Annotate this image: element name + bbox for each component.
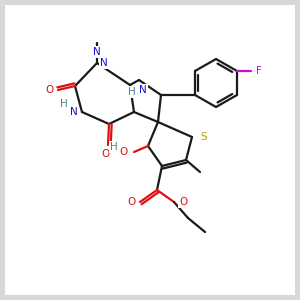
Text: S: S [201, 132, 207, 142]
Text: O: O [45, 85, 53, 95]
Text: H: H [128, 87, 136, 97]
Text: F: F [256, 66, 262, 76]
Text: N: N [139, 85, 147, 95]
Text: N: N [100, 58, 108, 68]
Text: O: O [120, 147, 128, 157]
Text: O: O [102, 149, 110, 159]
Text: H: H [60, 99, 68, 109]
Text: O: O [127, 197, 135, 207]
Text: O: O [179, 197, 187, 207]
Text: N: N [93, 47, 101, 57]
Text: N: N [70, 107, 78, 117]
Text: H: H [110, 142, 118, 152]
